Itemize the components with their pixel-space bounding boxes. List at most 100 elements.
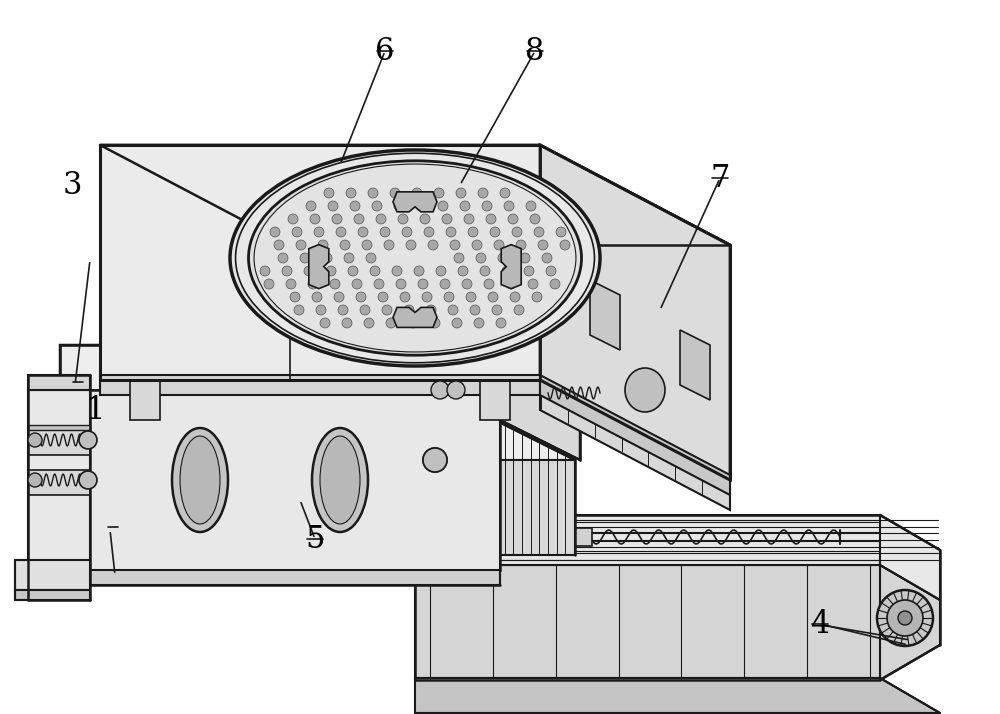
Circle shape bbox=[374, 279, 384, 289]
Circle shape bbox=[320, 318, 330, 328]
Ellipse shape bbox=[625, 368, 665, 412]
Circle shape bbox=[431, 381, 449, 399]
Polygon shape bbox=[540, 375, 730, 495]
Circle shape bbox=[292, 227, 302, 237]
Circle shape bbox=[444, 292, 454, 302]
Ellipse shape bbox=[180, 436, 220, 524]
Circle shape bbox=[520, 253, 530, 263]
Circle shape bbox=[526, 201, 536, 211]
Circle shape bbox=[498, 253, 508, 263]
Circle shape bbox=[428, 240, 438, 250]
Circle shape bbox=[28, 433, 42, 447]
Circle shape bbox=[344, 253, 354, 263]
Circle shape bbox=[420, 214, 430, 224]
Circle shape bbox=[472, 240, 482, 250]
Circle shape bbox=[79, 431, 97, 449]
Circle shape bbox=[318, 240, 328, 250]
Polygon shape bbox=[105, 460, 495, 570]
Circle shape bbox=[534, 227, 544, 237]
Circle shape bbox=[366, 253, 376, 263]
Circle shape bbox=[296, 240, 306, 250]
Circle shape bbox=[532, 292, 542, 302]
Circle shape bbox=[404, 305, 414, 315]
Circle shape bbox=[538, 240, 548, 250]
Circle shape bbox=[372, 201, 382, 211]
Circle shape bbox=[877, 590, 933, 646]
Circle shape bbox=[294, 305, 304, 315]
Circle shape bbox=[474, 318, 484, 328]
Circle shape bbox=[504, 201, 514, 211]
Circle shape bbox=[898, 611, 912, 625]
Circle shape bbox=[490, 227, 500, 237]
Circle shape bbox=[482, 201, 492, 211]
Circle shape bbox=[398, 214, 408, 224]
Circle shape bbox=[514, 305, 524, 315]
Circle shape bbox=[486, 214, 496, 224]
Circle shape bbox=[402, 227, 412, 237]
Circle shape bbox=[300, 253, 310, 263]
Circle shape bbox=[494, 240, 504, 250]
Circle shape bbox=[312, 292, 322, 302]
Circle shape bbox=[346, 188, 356, 198]
Polygon shape bbox=[540, 380, 730, 510]
Circle shape bbox=[330, 279, 340, 289]
Polygon shape bbox=[28, 375, 90, 390]
Circle shape bbox=[364, 318, 374, 328]
Ellipse shape bbox=[230, 150, 600, 366]
Circle shape bbox=[542, 253, 552, 263]
Text: 3: 3 bbox=[62, 170, 82, 201]
Polygon shape bbox=[100, 145, 730, 245]
Circle shape bbox=[362, 240, 372, 250]
Circle shape bbox=[488, 292, 498, 302]
Polygon shape bbox=[558, 528, 592, 546]
Circle shape bbox=[476, 253, 486, 263]
Circle shape bbox=[386, 318, 396, 328]
Circle shape bbox=[452, 318, 462, 328]
Circle shape bbox=[550, 279, 560, 289]
Circle shape bbox=[370, 266, 380, 276]
Ellipse shape bbox=[236, 154, 594, 363]
Text: 8: 8 bbox=[525, 36, 545, 67]
Circle shape bbox=[28, 473, 42, 487]
Circle shape bbox=[274, 240, 284, 250]
Circle shape bbox=[332, 214, 342, 224]
Circle shape bbox=[336, 227, 346, 237]
Polygon shape bbox=[28, 430, 90, 455]
Circle shape bbox=[530, 214, 540, 224]
Circle shape bbox=[382, 305, 392, 315]
Text: 4: 4 bbox=[810, 609, 830, 640]
Circle shape bbox=[528, 279, 538, 289]
Circle shape bbox=[450, 240, 460, 250]
Circle shape bbox=[412, 188, 422, 198]
Circle shape bbox=[424, 227, 434, 237]
Circle shape bbox=[470, 305, 480, 315]
Circle shape bbox=[560, 240, 570, 250]
Circle shape bbox=[270, 227, 280, 237]
Polygon shape bbox=[28, 390, 90, 590]
Circle shape bbox=[460, 201, 470, 211]
Circle shape bbox=[414, 266, 424, 276]
Circle shape bbox=[516, 240, 526, 250]
Polygon shape bbox=[680, 330, 710, 400]
Circle shape bbox=[368, 188, 378, 198]
Circle shape bbox=[79, 471, 97, 489]
Circle shape bbox=[500, 188, 510, 198]
Circle shape bbox=[342, 318, 352, 328]
Circle shape bbox=[378, 292, 388, 302]
Polygon shape bbox=[60, 570, 500, 585]
Circle shape bbox=[360, 305, 370, 315]
Circle shape bbox=[484, 279, 494, 289]
Polygon shape bbox=[415, 515, 940, 600]
Circle shape bbox=[418, 279, 428, 289]
Polygon shape bbox=[60, 345, 580, 420]
Ellipse shape bbox=[312, 460, 368, 560]
Circle shape bbox=[458, 266, 468, 276]
Circle shape bbox=[546, 266, 556, 276]
Polygon shape bbox=[60, 390, 500, 570]
Circle shape bbox=[408, 318, 418, 328]
Text: 6: 6 bbox=[375, 36, 395, 67]
Circle shape bbox=[380, 227, 390, 237]
Circle shape bbox=[340, 240, 350, 250]
Circle shape bbox=[282, 266, 292, 276]
Circle shape bbox=[492, 305, 502, 315]
